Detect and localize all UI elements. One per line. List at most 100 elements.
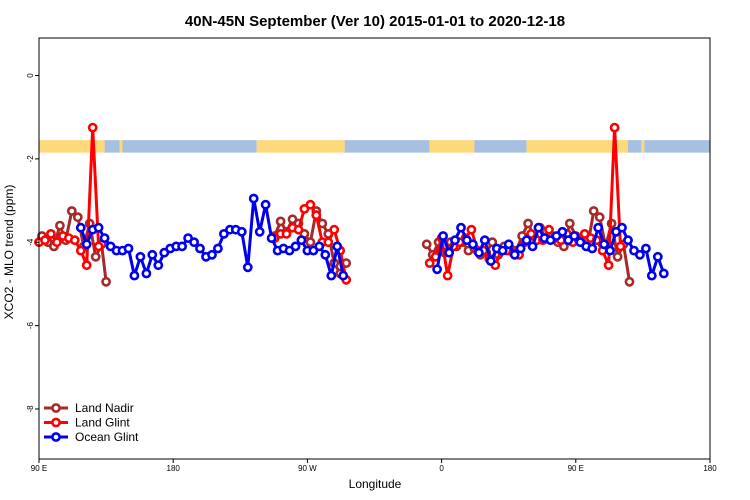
data-point-ocean-glint: [207, 249, 217, 260]
data-point-land-glint: [311, 210, 322, 221]
data-point-land-nadir: [594, 212, 605, 223]
data-point-land-glint: [93, 241, 104, 252]
legend-label-ocean-glint: Ocean Glint: [75, 430, 139, 444]
data-point-ocean-glint: [290, 241, 301, 252]
data-point-land-nadir: [275, 216, 286, 227]
chart-title: 40N-45N September (Ver 10) 2015-01-01 to…: [185, 13, 565, 30]
data-point-ocean-glint: [623, 235, 633, 246]
data-point-land-glint: [442, 270, 453, 281]
data-point-ocean-glint: [195, 243, 205, 254]
data-point-ocean-glint: [617, 222, 627, 233]
data-point-land-glint: [603, 260, 614, 271]
data-point-ocean-glint: [652, 251, 663, 262]
data-point-land-glint: [52, 237, 62, 248]
band-segment-ocean: [644, 140, 710, 153]
data-point-land-glint: [466, 224, 477, 235]
band-segment-land: [526, 140, 628, 153]
data-point-ocean-glint: [605, 245, 615, 256]
data-point-ocean-glint: [296, 235, 307, 246]
data-point-ocean-glint: [326, 270, 337, 281]
band-segment-ocean: [627, 140, 642, 153]
data-point-land-nadir: [305, 237, 316, 248]
data-point-ocean-glint: [503, 239, 514, 250]
y-axis-title: XCO2 - MLO trend (ppm): [2, 185, 16, 320]
data-point-ocean-glint: [153, 260, 164, 271]
data-point-ocean-glint: [646, 270, 657, 281]
data-point-ocean-glint: [569, 231, 580, 241]
land-ocean-band: [39, 140, 710, 153]
y-tick-label: -4: [26, 238, 35, 246]
data-point-land-glint: [46, 228, 56, 239]
band-segment-ocean: [104, 140, 120, 153]
y-tick-label: -6: [26, 322, 35, 330]
data-point-ocean-glint: [260, 199, 271, 210]
legend-marker-land-glint: [51, 417, 61, 428]
x-tick-label: 90 W: [298, 464, 317, 473]
data-point-ocean-glint: [456, 222, 466, 233]
data-point-land-nadir: [101, 276, 111, 287]
series-layer: [34, 122, 669, 287]
data-point-ocean-glint: [587, 243, 598, 254]
data-point-land-nadir: [55, 220, 65, 231]
data-point-ocean-glint: [450, 235, 460, 246]
data-point-land-glint: [329, 224, 340, 235]
band-segment-land: [641, 140, 645, 153]
data-point-ocean-glint: [509, 249, 520, 260]
band-segment-ocean: [344, 140, 430, 153]
data-point-ocean-glint: [438, 231, 448, 241]
data-point-land-glint: [40, 235, 50, 246]
data-point-ocean-glint: [135, 251, 146, 262]
data-point-land-nadir: [90, 251, 101, 262]
data-point-ocean-glint: [177, 241, 187, 252]
data-point-ocean-glint: [444, 247, 454, 258]
data-point-ocean-glint: [81, 239, 92, 250]
y-tick-label: 0: [26, 73, 35, 78]
data-point-ocean-glint: [658, 268, 669, 279]
x-tick-label: 90 E: [31, 464, 47, 473]
data-point-land-glint: [323, 237, 334, 248]
data-point-ocean-glint: [123, 243, 134, 254]
band-segment-ocean: [474, 140, 527, 153]
x-tick-label: 180: [703, 464, 717, 473]
legend-label-land-nadir: Land Nadir: [75, 401, 134, 415]
data-point-ocean-glint: [641, 243, 651, 254]
plot-frame: [38, 37, 711, 460]
data-point-ocean-glint: [467, 239, 478, 250]
data-point-land-nadir: [66, 206, 77, 216]
data-point-ocean-glint: [557, 226, 568, 237]
data-point-ocean-glint: [338, 270, 349, 281]
x-tick-label: 90 E: [568, 464, 584, 473]
data-point-ocean-glint: [527, 241, 538, 252]
y-tick-label: -8: [26, 405, 35, 413]
series-ocean-glint: [75, 193, 669, 281]
band-segment-land: [256, 140, 345, 153]
data-point-land-nadir: [612, 251, 623, 262]
data-point-ocean-glint: [212, 243, 223, 254]
data-point-land-glint: [69, 235, 80, 246]
data-point-ocean-glint: [635, 249, 645, 260]
data-point-ocean-glint: [141, 268, 152, 279]
data-point-ocean-glint: [320, 249, 331, 260]
data-point-ocean-glint: [533, 222, 544, 233]
data-point-land-nadir: [523, 218, 533, 229]
y-tick-label: -2: [26, 155, 35, 163]
data-point-land-glint: [281, 228, 292, 239]
data-point-ocean-glint: [254, 226, 265, 237]
data-point-land-glint: [305, 199, 316, 210]
data-point-land-nadir: [564, 218, 575, 229]
data-point-ocean-glint: [99, 233, 110, 243]
data-point-ocean-glint: [515, 243, 526, 254]
band-segment-land: [39, 140, 105, 153]
data-point-land-glint: [526, 228, 536, 239]
data-point-ocean-glint: [479, 235, 490, 246]
data-point-ocean-glint: [599, 239, 609, 250]
band-segment-ocean: [122, 140, 257, 153]
data-point-land-nadir: [624, 276, 635, 287]
data-point-ocean-glint: [242, 262, 253, 273]
data-point-ocean-glint: [129, 270, 140, 281]
data-point-ocean-glint: [75, 222, 86, 233]
data-point-ocean-glint: [497, 245, 508, 256]
data-point-land-glint: [609, 122, 620, 133]
